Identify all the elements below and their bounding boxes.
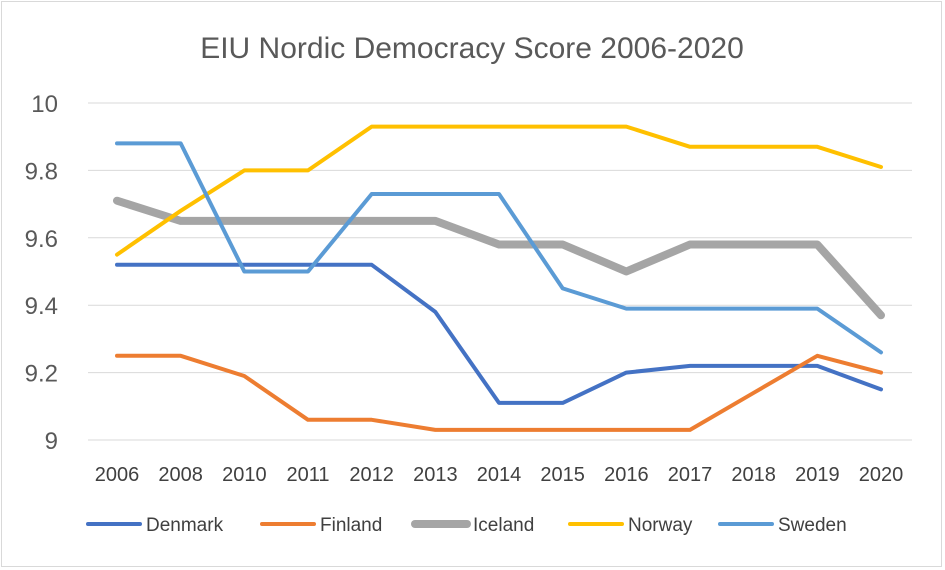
x-tick-label: 2013 bbox=[413, 464, 458, 486]
x-tick-label: 2008 bbox=[158, 464, 203, 486]
y-tick-label: 9.6 bbox=[25, 226, 58, 253]
legend-label-iceland: Iceland bbox=[473, 515, 534, 536]
y-tick-label: 9.4 bbox=[25, 293, 58, 320]
gridlines bbox=[88, 102, 912, 441]
x-tick-label: 2020 bbox=[859, 464, 904, 486]
x-tick-label: 2014 bbox=[477, 464, 522, 486]
x-tick-label: 2019 bbox=[795, 464, 840, 486]
series-line-denmark bbox=[115, 262, 883, 405]
x-tick-label: 2010 bbox=[222, 464, 267, 486]
legend-label-finland: Finland bbox=[320, 515, 382, 536]
x-tick-label: 2006 bbox=[95, 464, 140, 486]
y-tick-label: 9.2 bbox=[25, 361, 58, 388]
series-line-iceland bbox=[113, 196, 885, 320]
series-line-sweden bbox=[115, 141, 883, 355]
legend-label-norway: Norway bbox=[628, 515, 693, 536]
y-tick-label: 10 bbox=[31, 91, 58, 118]
series-line-norway bbox=[115, 124, 883, 257]
x-tick-label: 2015 bbox=[540, 464, 585, 486]
legend-label-sweden: Sweden bbox=[778, 515, 847, 536]
chart-title: EIU Nordic Democracy Score 2006-2020 bbox=[200, 32, 744, 65]
x-tick-label: 2011 bbox=[286, 464, 329, 486]
x-tick-label: 2016 bbox=[604, 464, 649, 486]
x-tick-label: 2012 bbox=[349, 464, 394, 486]
series-line-finland bbox=[115, 353, 883, 432]
y-tick-label: 9.8 bbox=[25, 158, 58, 185]
x-tick-label: 2017 bbox=[668, 464, 713, 486]
y-tick-label: 9 bbox=[45, 428, 58, 455]
legend: Denmark Finland Iceland Norway Sweden bbox=[86, 515, 847, 536]
x-axis-ticks: 2006 2008 2010 2011 2012 2013 2014 2015 2016 2017… bbox=[95, 464, 904, 486]
legend-label-denmark: Denmark bbox=[146, 515, 224, 536]
series-lines bbox=[113, 124, 885, 432]
y-axis-ticks: 9 9.2 9.4 9.6 9.8 10 bbox=[25, 91, 58, 455]
x-tick-label: 2018 bbox=[731, 464, 776, 486]
